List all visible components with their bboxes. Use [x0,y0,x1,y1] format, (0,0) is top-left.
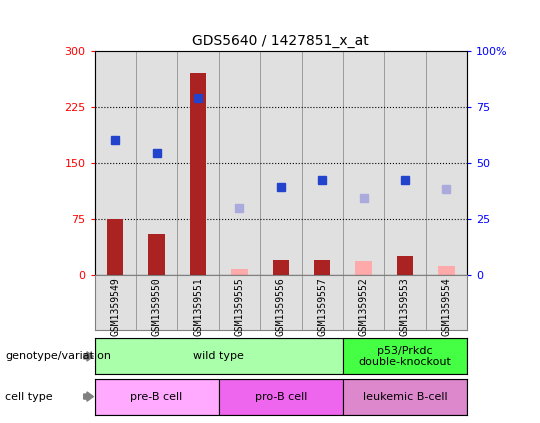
Bar [94,379,219,415]
Bar [273,260,289,275]
Bar [148,234,165,275]
Bar [343,338,467,374]
Text: GSM1359551: GSM1359551 [193,278,203,336]
Bar [314,260,330,275]
Text: leukemic B-cell: leukemic B-cell [363,392,447,401]
Bar [190,73,206,275]
Text: GSM1359555: GSM1359555 [234,278,245,336]
Bar [397,256,413,275]
Text: GSM1359553: GSM1359553 [400,278,410,336]
Bar [219,379,343,415]
Bar [94,338,343,374]
Text: GSM1359552: GSM1359552 [359,278,369,336]
Bar [231,269,248,275]
Text: GSM1359549: GSM1359549 [110,278,120,336]
Title: GDS5640 / 1427851_x_at: GDS5640 / 1427851_x_at [192,34,369,48]
Text: cell type: cell type [5,392,53,401]
Text: GSM1359550: GSM1359550 [152,278,161,336]
Text: pre-B cell: pre-B cell [131,392,183,401]
Text: GSM1359556: GSM1359556 [276,278,286,336]
Text: genotype/variation: genotype/variation [5,352,111,361]
Bar [343,379,467,415]
Text: pro-B cell: pro-B cell [255,392,307,401]
Text: GSM1359554: GSM1359554 [441,278,451,336]
Bar [438,266,455,275]
Text: wild type: wild type [193,352,244,361]
Text: p53/Prkdc
double-knockout: p53/Prkdc double-knockout [359,346,451,367]
Bar [107,219,124,275]
Bar [355,261,372,275]
Text: GSM1359557: GSM1359557 [317,278,327,336]
